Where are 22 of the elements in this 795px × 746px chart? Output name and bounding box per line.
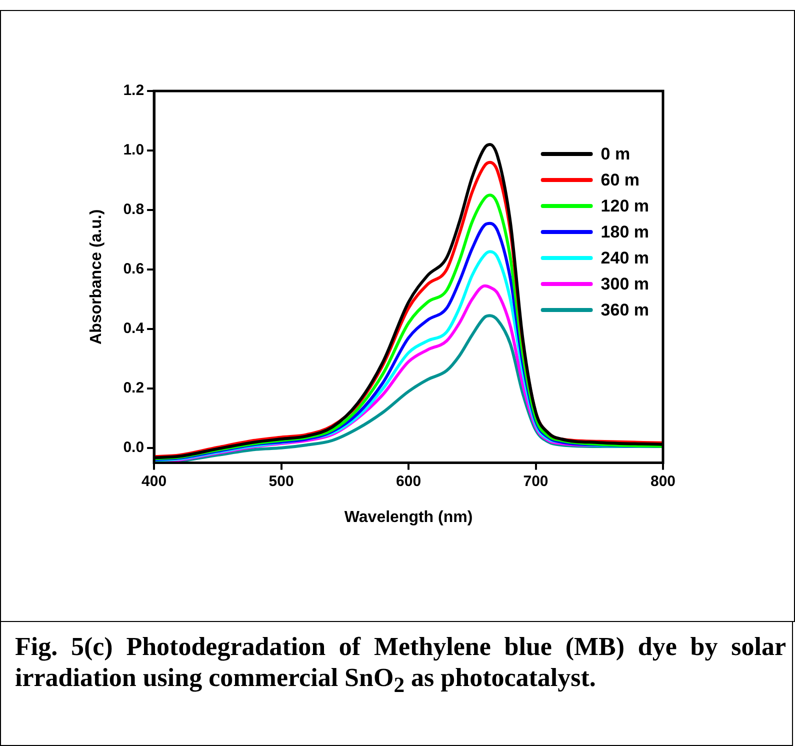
caption: Fig. 5(c) Photodegradation of Methylene blue (MB) dye by solar irradiation using commercial SnO$_{2}$ as photocatalyst.	[15, 631, 786, 700]
x-tick-label: 800	[650, 472, 676, 490]
x-tick-label: 400	[142, 472, 167, 490]
x-axis-title: Wavelength (nm)	[344, 508, 473, 526]
legend-label: 360 m	[600, 300, 649, 320]
y-tick-label: 0.8	[123, 201, 144, 218]
y-tick-label: 0.6	[123, 260, 144, 278]
x-tick-label: 600	[396, 472, 422, 490]
y-axis-title: Absorbance (a.u.)	[88, 209, 106, 344]
y-tick-label: 0.2	[123, 380, 144, 397]
y-tick-label: 1.2	[123, 82, 144, 100]
x-tick-label: 700	[523, 472, 548, 490]
legend-label: 180 m	[600, 222, 649, 242]
legend-label: 60 m	[600, 170, 640, 190]
legend-label: 0 m	[600, 144, 630, 164]
x-tick-label: 500	[268, 472, 294, 490]
legend-label: 300 m	[600, 274, 649, 294]
y-tick-label: 1.0	[123, 142, 144, 159]
legend-label: 120 m	[600, 196, 649, 216]
y-tick-label: 0.0	[123, 439, 144, 456]
y-tick-label: 0.4	[123, 320, 145, 338]
legend-label: 240 m	[600, 248, 649, 268]
